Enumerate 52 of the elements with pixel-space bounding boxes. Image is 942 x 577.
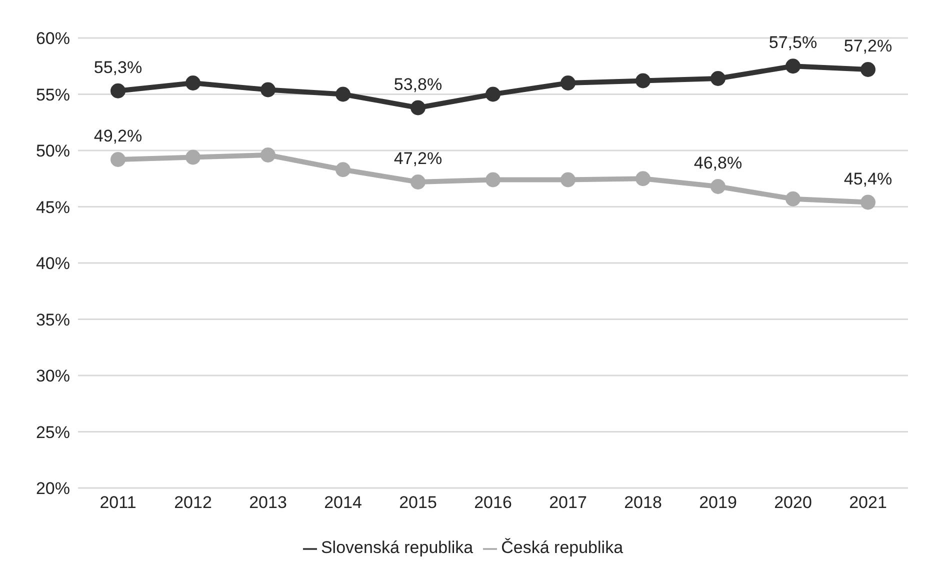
point bbox=[710, 179, 726, 194]
data-label: 55,3% bbox=[94, 58, 142, 77]
point bbox=[336, 86, 350, 102]
point bbox=[636, 73, 650, 88]
point bbox=[110, 83, 126, 98]
point bbox=[260, 148, 276, 162]
point bbox=[260, 82, 276, 98]
point bbox=[486, 86, 500, 102]
x-tick-label: 2019 bbox=[699, 493, 737, 512]
y-tick-label: 60% bbox=[36, 29, 70, 48]
y-tick-label: 40% bbox=[36, 254, 70, 274]
point bbox=[336, 162, 350, 178]
y-tick-label: 30% bbox=[36, 366, 70, 386]
x-tick-label: 2012 bbox=[174, 493, 212, 512]
point bbox=[560, 76, 576, 90]
point bbox=[860, 62, 876, 77]
data-label: 53,8% bbox=[394, 74, 442, 94]
y-tick-label: 55% bbox=[36, 85, 70, 104]
point bbox=[410, 100, 426, 116]
point bbox=[786, 191, 800, 206]
data-label: 57,2% bbox=[844, 36, 892, 56]
x-tick-label: 2017 bbox=[549, 493, 587, 512]
point bbox=[110, 152, 126, 167]
y-tick-label: 35% bbox=[36, 310, 70, 330]
data-label: 49,2% bbox=[94, 126, 142, 146]
point bbox=[560, 172, 576, 188]
legend-label: Slovenská republika bbox=[320, 538, 474, 557]
y-tick-label: 20% bbox=[36, 479, 70, 498]
point bbox=[710, 71, 726, 86]
legend-label: Česká republika bbox=[501, 538, 624, 557]
data-label: 46,8% bbox=[694, 154, 742, 172]
point bbox=[636, 171, 650, 186]
x-tick-label: 2015 bbox=[399, 493, 437, 512]
point bbox=[186, 150, 200, 165]
x-tick-label: 2011 bbox=[100, 493, 136, 512]
point bbox=[486, 172, 500, 188]
x-tick-label: 2014 bbox=[324, 493, 362, 512]
x-tick-label: 2021 bbox=[849, 493, 887, 512]
data-label: 47,2% bbox=[394, 149, 442, 168]
x-tick-label: 2018 bbox=[624, 493, 662, 512]
y-tick-label: 45% bbox=[36, 198, 70, 217]
data-label: 45,4% bbox=[844, 169, 892, 188]
point bbox=[786, 58, 800, 74]
y-tick-label: 50% bbox=[36, 142, 70, 161]
point bbox=[186, 76, 200, 90]
x-tick-label: 2016 bbox=[474, 493, 512, 512]
x-tick-label: 2020 bbox=[774, 493, 812, 512]
data-label: 57,5% bbox=[768, 33, 818, 52]
point bbox=[860, 194, 876, 210]
point bbox=[410, 174, 426, 190]
x-tick-label: 2013 bbox=[249, 493, 287, 512]
y-tick-label: 25% bbox=[36, 422, 70, 442]
